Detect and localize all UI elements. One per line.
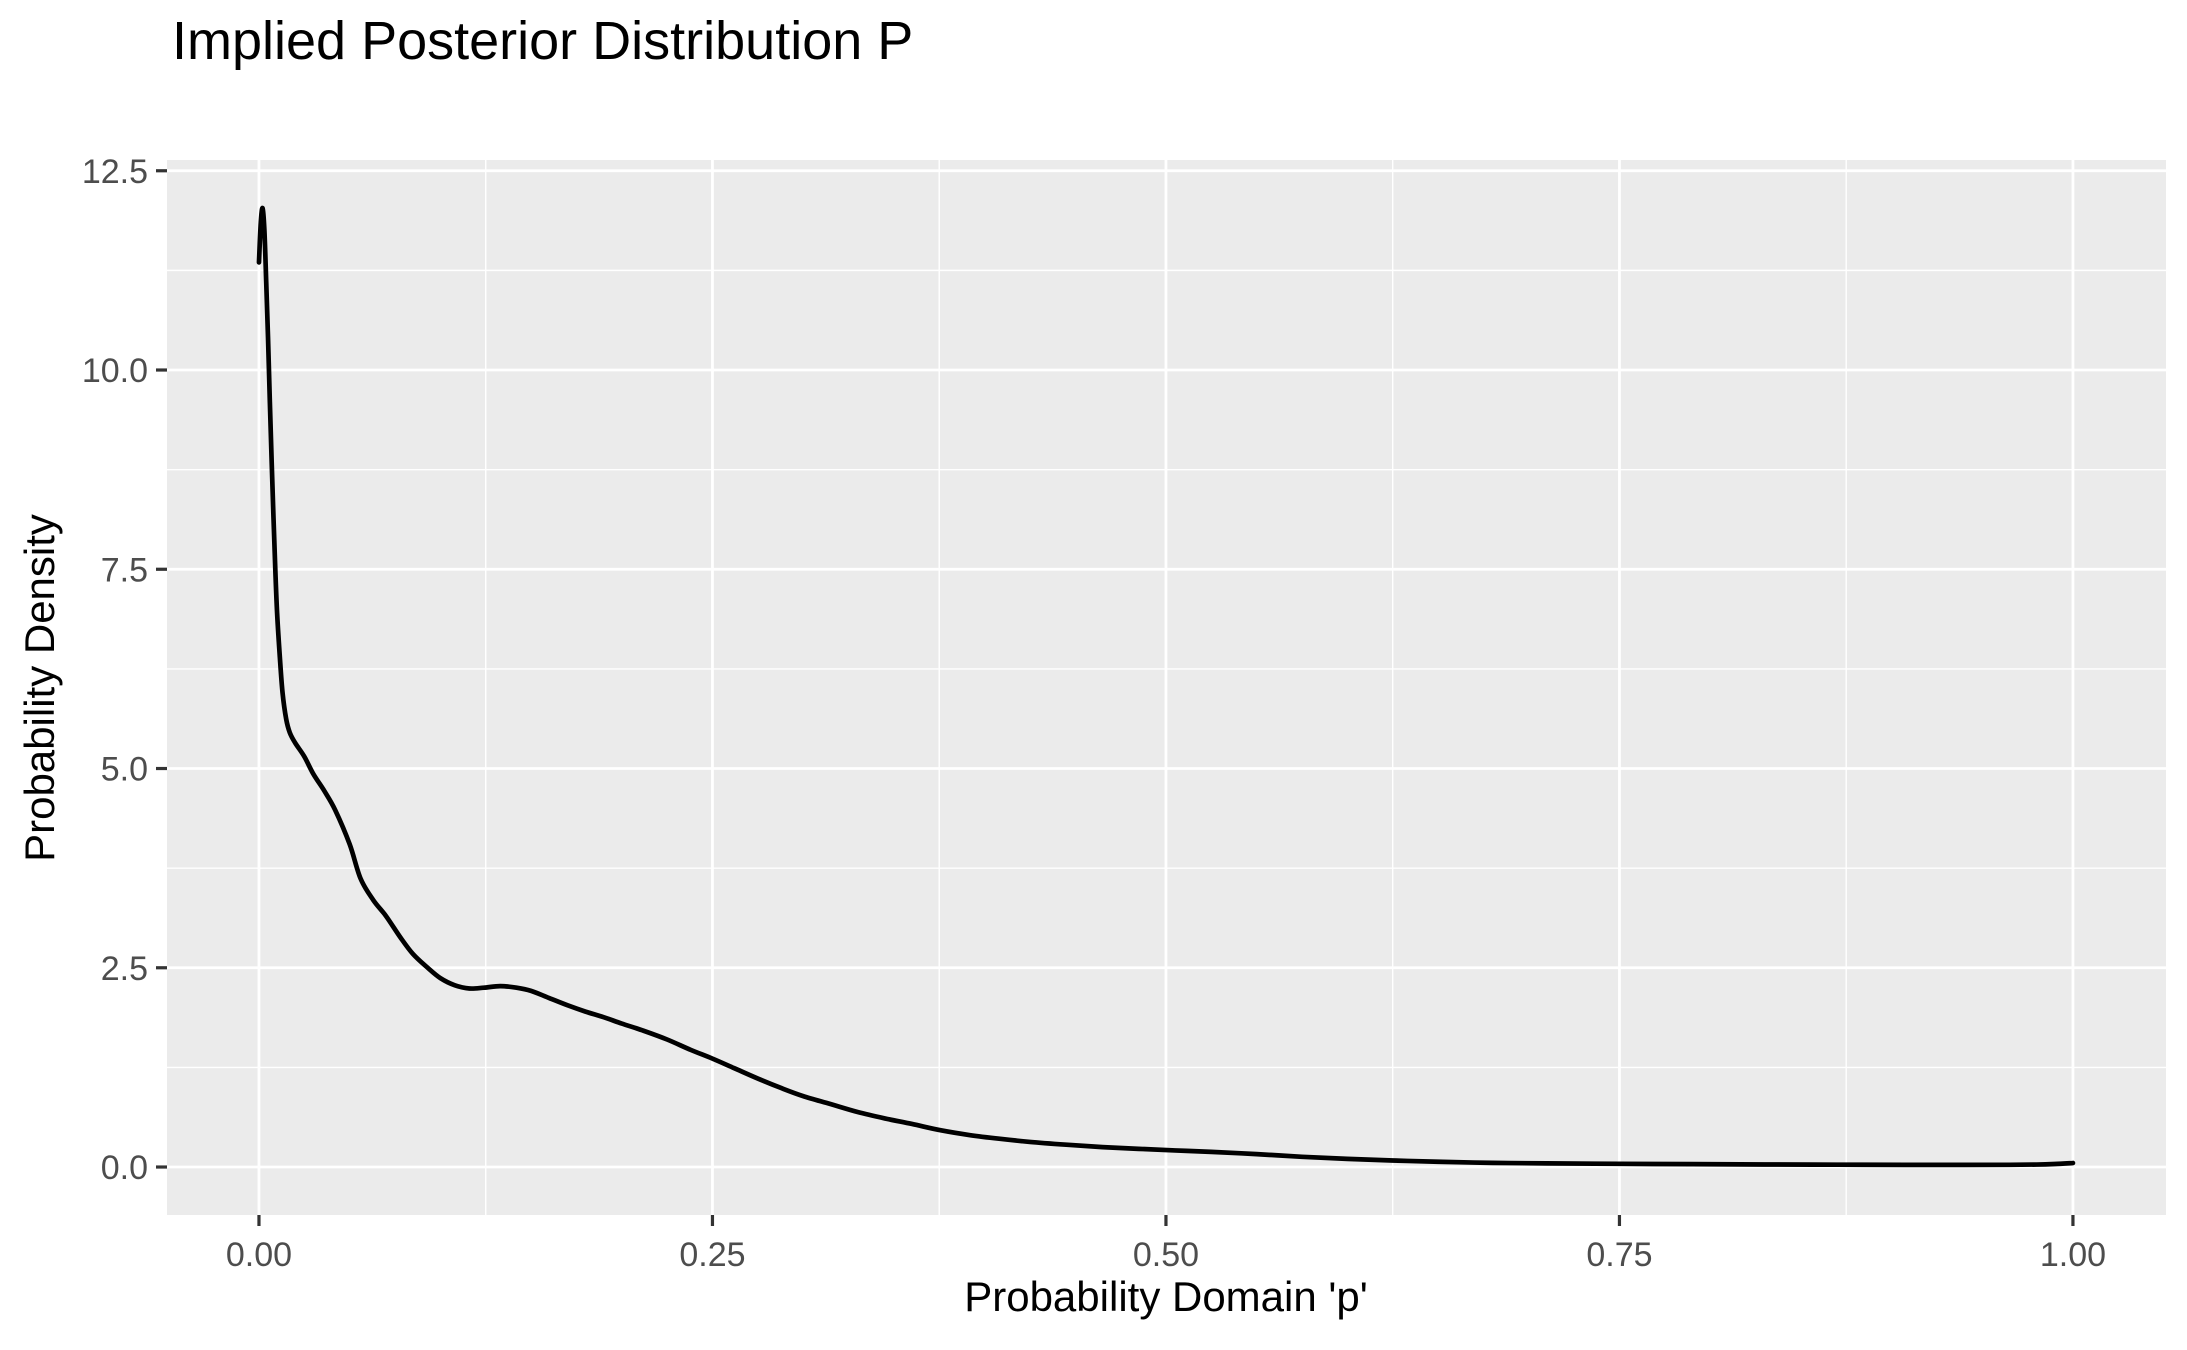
x-tick-label: 0.75 (1586, 1236, 1652, 1274)
x-tick-label: 0.00 (226, 1236, 292, 1274)
y-tick-label: 0.0 (101, 1149, 148, 1187)
x-tick-label: 0.25 (679, 1236, 745, 1274)
y-tick-label: 7.5 (101, 551, 148, 589)
posterior-density-curve (256, 205, 2076, 1168)
x-tick-label: 0.50 (1133, 1236, 1199, 1274)
y-axis-title: Probability Density (16, 514, 63, 862)
y-tick-label: 2.5 (101, 950, 148, 988)
x-axis-title: Probability Domain 'p' (964, 1273, 1368, 1320)
y-tick-label: 5.0 (101, 751, 148, 789)
plot-title: Implied Posterior Distribution P (172, 11, 914, 71)
y-tick-label: 12.5 (82, 153, 148, 191)
x-tick-label: 1.00 (2040, 1236, 2106, 1274)
y-tick-label: 10.0 (82, 352, 148, 390)
